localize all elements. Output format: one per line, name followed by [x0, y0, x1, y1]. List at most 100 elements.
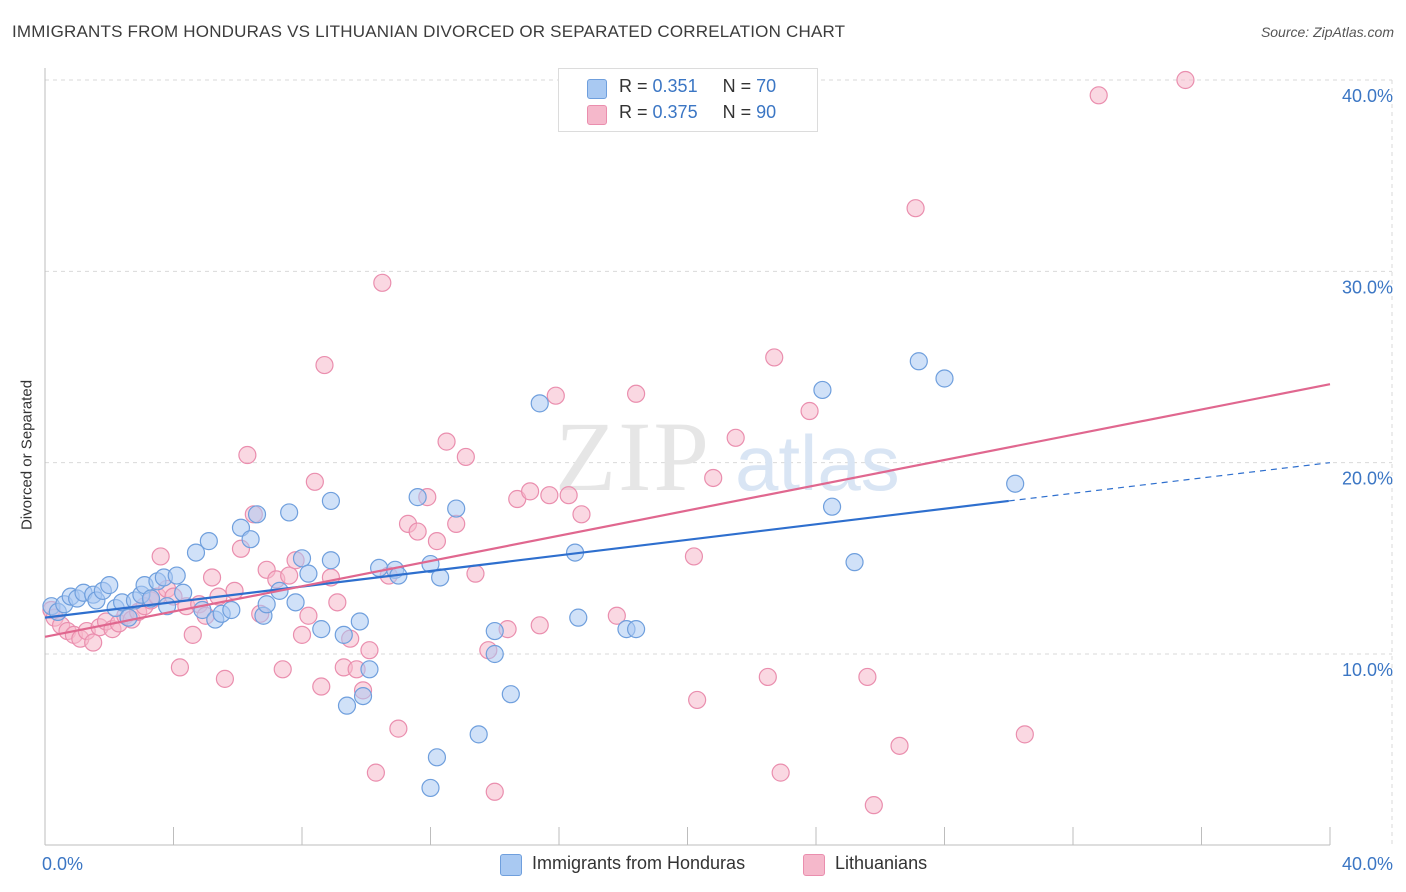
lithuanians-point: [520, 482, 540, 501]
lithuanians-point: [312, 677, 331, 696]
lithuanians-point: [360, 641, 379, 660]
honduras-point: [141, 589, 161, 608]
lithuanians-point: [299, 606, 318, 625]
lithuanians-point: [559, 486, 578, 505]
honduras-trend-extension: [1008, 462, 1331, 502]
legend-label: Immigrants from Honduras: [532, 853, 746, 873]
honduras-point: [257, 595, 276, 614]
honduras-point: [626, 620, 646, 639]
lithuanians-point: [890, 736, 909, 755]
lithuanians-point: [408, 522, 427, 541]
lithuanians-point: [215, 669, 234, 688]
lithuanians-trend-line: [44, 383, 1331, 638]
y-tick-label: 20.0%: [1342, 469, 1393, 489]
lithuanians-point: [572, 505, 591, 524]
lithuanians-point: [771, 763, 790, 782]
lithuanians-point: [688, 690, 707, 710]
honduras-point: [222, 600, 241, 620]
honduras-point: [370, 558, 389, 578]
lithuanians-point: [447, 514, 466, 533]
lithuanians-point: [607, 606, 626, 625]
honduras-point: [813, 380, 832, 400]
lithuanians-point: [84, 633, 103, 652]
lithuanians-point: [238, 445, 257, 465]
honduras-point: [469, 725, 488, 744]
honduras-point: [427, 748, 447, 767]
lithuanians-point: [858, 667, 877, 687]
lithuanians-point: [315, 355, 334, 375]
honduras-point: [350, 612, 369, 631]
lithuanians-point: [1089, 86, 1108, 105]
honduras-point: [312, 620, 331, 639]
honduras-legend-swatch: [500, 854, 522, 876]
trend-lines: [44, 383, 1331, 638]
lithuanians-point: [626, 384, 646, 403]
lithuanians-point: [305, 472, 324, 491]
watermark-atlas: atlas: [735, 419, 900, 507]
honduras-point: [186, 543, 206, 562]
lithuanians-point: [704, 468, 723, 488]
lithuanians-point: [864, 796, 883, 815]
lithuanians-point: [546, 386, 565, 405]
honduras-swatch: [587, 79, 607, 99]
honduras-point: [1006, 474, 1025, 493]
n-label: N =: [722, 76, 752, 96]
honduras-point: [935, 369, 954, 388]
lithuanians-point: [758, 667, 777, 687]
lithuanians-point: [765, 348, 784, 367]
lithuanians-swatch: [587, 105, 607, 125]
honduras-point: [199, 532, 218, 551]
honduras-point: [530, 394, 549, 413]
honduras-points: [42, 352, 1025, 798]
axes: [44, 68, 1331, 846]
honduras-point: [485, 621, 504, 641]
x-tick-label: 40.0%: [1342, 854, 1393, 874]
stats-legend: R = 0.351 N = 70 R = 0.375 N = 90: [558, 68, 818, 132]
y-tick-label: 10.0%: [1342, 660, 1393, 680]
honduras-point: [247, 505, 267, 524]
source-credit: Source: ZipAtlas.com: [1260, 24, 1394, 40]
r-label: R =: [619, 102, 648, 122]
x-tick-label: 0.0%: [42, 854, 83, 874]
lithuanians-point: [151, 547, 170, 566]
lithuanians-point: [292, 625, 312, 644]
honduras-point: [167, 566, 186, 585]
legend-label: Lithuanians: [835, 853, 928, 873]
watermark: ZIP atlas: [555, 401, 900, 512]
lithuanians-point: [684, 547, 704, 566]
honduras-point: [119, 608, 138, 627]
lithuanians-point: [373, 273, 392, 292]
n-value: 70: [756, 76, 777, 96]
honduras-point: [909, 352, 928, 371]
lithuanians-point: [540, 486, 559, 505]
honduras-point: [321, 551, 341, 570]
lithuanians-point: [1015, 725, 1034, 744]
r-label: R =: [619, 76, 648, 96]
lithuanians-legend-swatch: [803, 854, 825, 876]
n-label: N =: [722, 102, 752, 122]
y-axis-label: Divorced or Separated: [18, 379, 36, 531]
lithuanians-point: [183, 625, 202, 644]
lithuanians-point: [906, 199, 925, 218]
lithuanians-point: [328, 593, 347, 612]
lithuanians-point: [170, 658, 190, 677]
honduras-point: [241, 530, 260, 549]
honduras-point: [421, 778, 440, 798]
r-value: 0.375: [652, 102, 698, 122]
lithuanians-point: [1176, 70, 1195, 90]
lithuanians-point: [366, 763, 385, 782]
lithuanians-point: [437, 432, 456, 451]
honduras-point: [286, 593, 305, 612]
lithuanians-point: [466, 564, 485, 583]
honduras-point: [845, 553, 864, 572]
lithuanians-point: [225, 581, 244, 600]
honduras-point: [353, 686, 373, 706]
bottom-legend: Immigrants from Honduras Lithuanians: [0, 852, 1406, 878]
honduras-trend-line: [44, 499, 1009, 619]
honduras-point: [292, 549, 312, 568]
honduras-point: [174, 583, 193, 602]
lithuanians-point: [456, 447, 475, 467]
honduras-point: [280, 503, 299, 522]
honduras-point: [337, 696, 357, 715]
